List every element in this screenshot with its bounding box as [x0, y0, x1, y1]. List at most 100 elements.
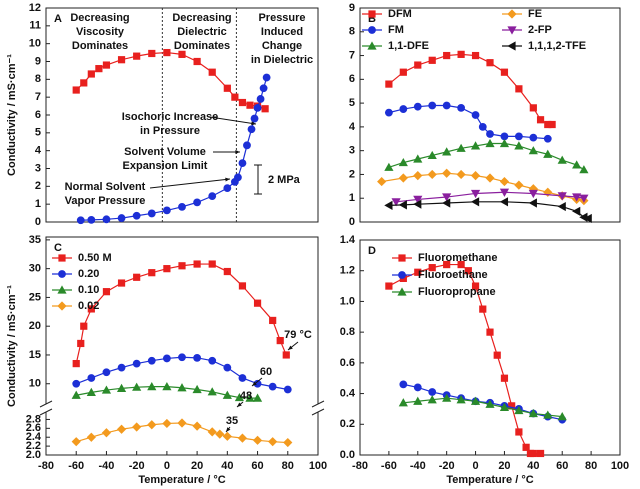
data-point — [428, 264, 436, 272]
data-point — [548, 120, 556, 129]
annotation: in Dielectric — [251, 54, 313, 66]
y-tick-label: 1.0 — [340, 295, 355, 307]
data-point — [442, 168, 452, 178]
data-point — [413, 154, 423, 163]
data-point — [485, 173, 495, 183]
data-point — [223, 267, 231, 276]
y-tick-label: 2.8 — [26, 413, 41, 425]
y-tick-label: 6 — [35, 109, 41, 121]
y-tick-label: 6 — [349, 73, 355, 85]
data-point — [163, 48, 171, 57]
y-axis-label: Conductivity / mS·cm⁻¹ — [6, 54, 18, 176]
y-tick-label: 4 — [35, 145, 42, 157]
data-point — [208, 68, 216, 76]
data-point — [192, 384, 202, 394]
data-point — [102, 368, 111, 377]
legend-marker — [58, 270, 66, 278]
arrow-head — [288, 345, 293, 350]
arrow-head — [226, 427, 231, 432]
data-point — [72, 359, 80, 368]
data-point — [413, 195, 423, 205]
data-point — [377, 176, 387, 187]
data-point — [86, 432, 96, 442]
y-tick-label: 4 — [349, 121, 356, 133]
legend-marker — [398, 254, 406, 262]
data-point — [80, 322, 88, 330]
y-tick-label: 15 — [29, 349, 41, 361]
data-point — [572, 206, 581, 216]
data-point — [471, 111, 480, 119]
annotation: Decreasing — [172, 12, 231, 24]
y-tick-label: 25 — [29, 291, 41, 303]
data-point — [470, 171, 481, 181]
data-point — [237, 433, 248, 443]
panel-label: C — [54, 242, 62, 254]
data-point — [579, 165, 589, 174]
x-tick-label: 80 — [282, 460, 294, 472]
annotation: Expansion Limit — [123, 160, 208, 172]
data-point — [208, 356, 217, 365]
data-point — [193, 198, 202, 207]
axis-break-mark — [39, 408, 53, 416]
data-point — [223, 184, 232, 193]
data-point — [116, 424, 127, 434]
legend-label: FE — [528, 8, 542, 20]
y-tick-label: 7 — [349, 49, 355, 61]
data-point — [147, 420, 157, 430]
data-point — [162, 382, 172, 391]
data-point — [261, 105, 269, 113]
data-point — [443, 260, 451, 269]
data-point — [76, 216, 85, 225]
legend-label: 0.02 — [78, 300, 99, 312]
data-point — [259, 84, 268, 93]
data-point — [493, 351, 501, 359]
data-point — [427, 395, 437, 404]
x-tick-label: 100 — [309, 460, 327, 472]
y-axis-label: Conductivity / mS·cm⁻¹ — [6, 285, 18, 407]
y-tick-label: 0 — [349, 216, 355, 228]
legend-marker — [367, 41, 377, 50]
data-point — [253, 379, 262, 388]
data-point — [428, 56, 436, 64]
legend-marker — [398, 271, 406, 279]
y-tick-label: 0.2 — [340, 418, 355, 430]
data-point — [399, 105, 408, 113]
data-point — [208, 192, 217, 201]
data-point — [399, 380, 408, 389]
data-point — [193, 57, 201, 66]
series-line — [75, 263, 287, 364]
annotation: Isochoric Increase — [122, 111, 219, 123]
data-point — [522, 443, 530, 451]
annotation: in Pressure — [140, 125, 200, 137]
data-point — [413, 383, 422, 392]
annotation: Dielectric — [177, 26, 227, 38]
legend-marker — [57, 301, 67, 311]
x-tick-label: 40 — [221, 460, 233, 472]
data-point — [243, 141, 251, 150]
arrow-head — [252, 381, 257, 386]
arrow-head — [235, 150, 240, 154]
legend-marker — [507, 26, 517, 35]
data-point — [443, 51, 451, 60]
data-point — [456, 395, 466, 404]
data-point — [231, 93, 239, 101]
data-point — [132, 211, 141, 220]
data-point — [147, 356, 156, 365]
data-point — [413, 102, 422, 111]
legend-label: 1,1,1,2-TFE — [528, 40, 586, 52]
y-tick-label: 35 — [29, 234, 41, 246]
y-tick-label: 0 — [35, 216, 41, 228]
x-tick-label: 100 — [611, 460, 629, 472]
y-tick-label: 20 — [29, 320, 41, 332]
y-tick-label: 2.0 — [26, 449, 41, 461]
data-point — [178, 202, 186, 211]
legend-marker — [507, 9, 517, 19]
y-tick-label: 1.4 — [340, 234, 356, 246]
data-point — [543, 410, 553, 419]
x-tick-label: -40 — [98, 460, 114, 472]
y-tick-label: 1 — [35, 198, 41, 210]
data-point — [528, 198, 537, 208]
data-point — [133, 52, 141, 60]
data-point — [528, 408, 538, 418]
y-tick-label: 2.6 — [26, 422, 41, 434]
